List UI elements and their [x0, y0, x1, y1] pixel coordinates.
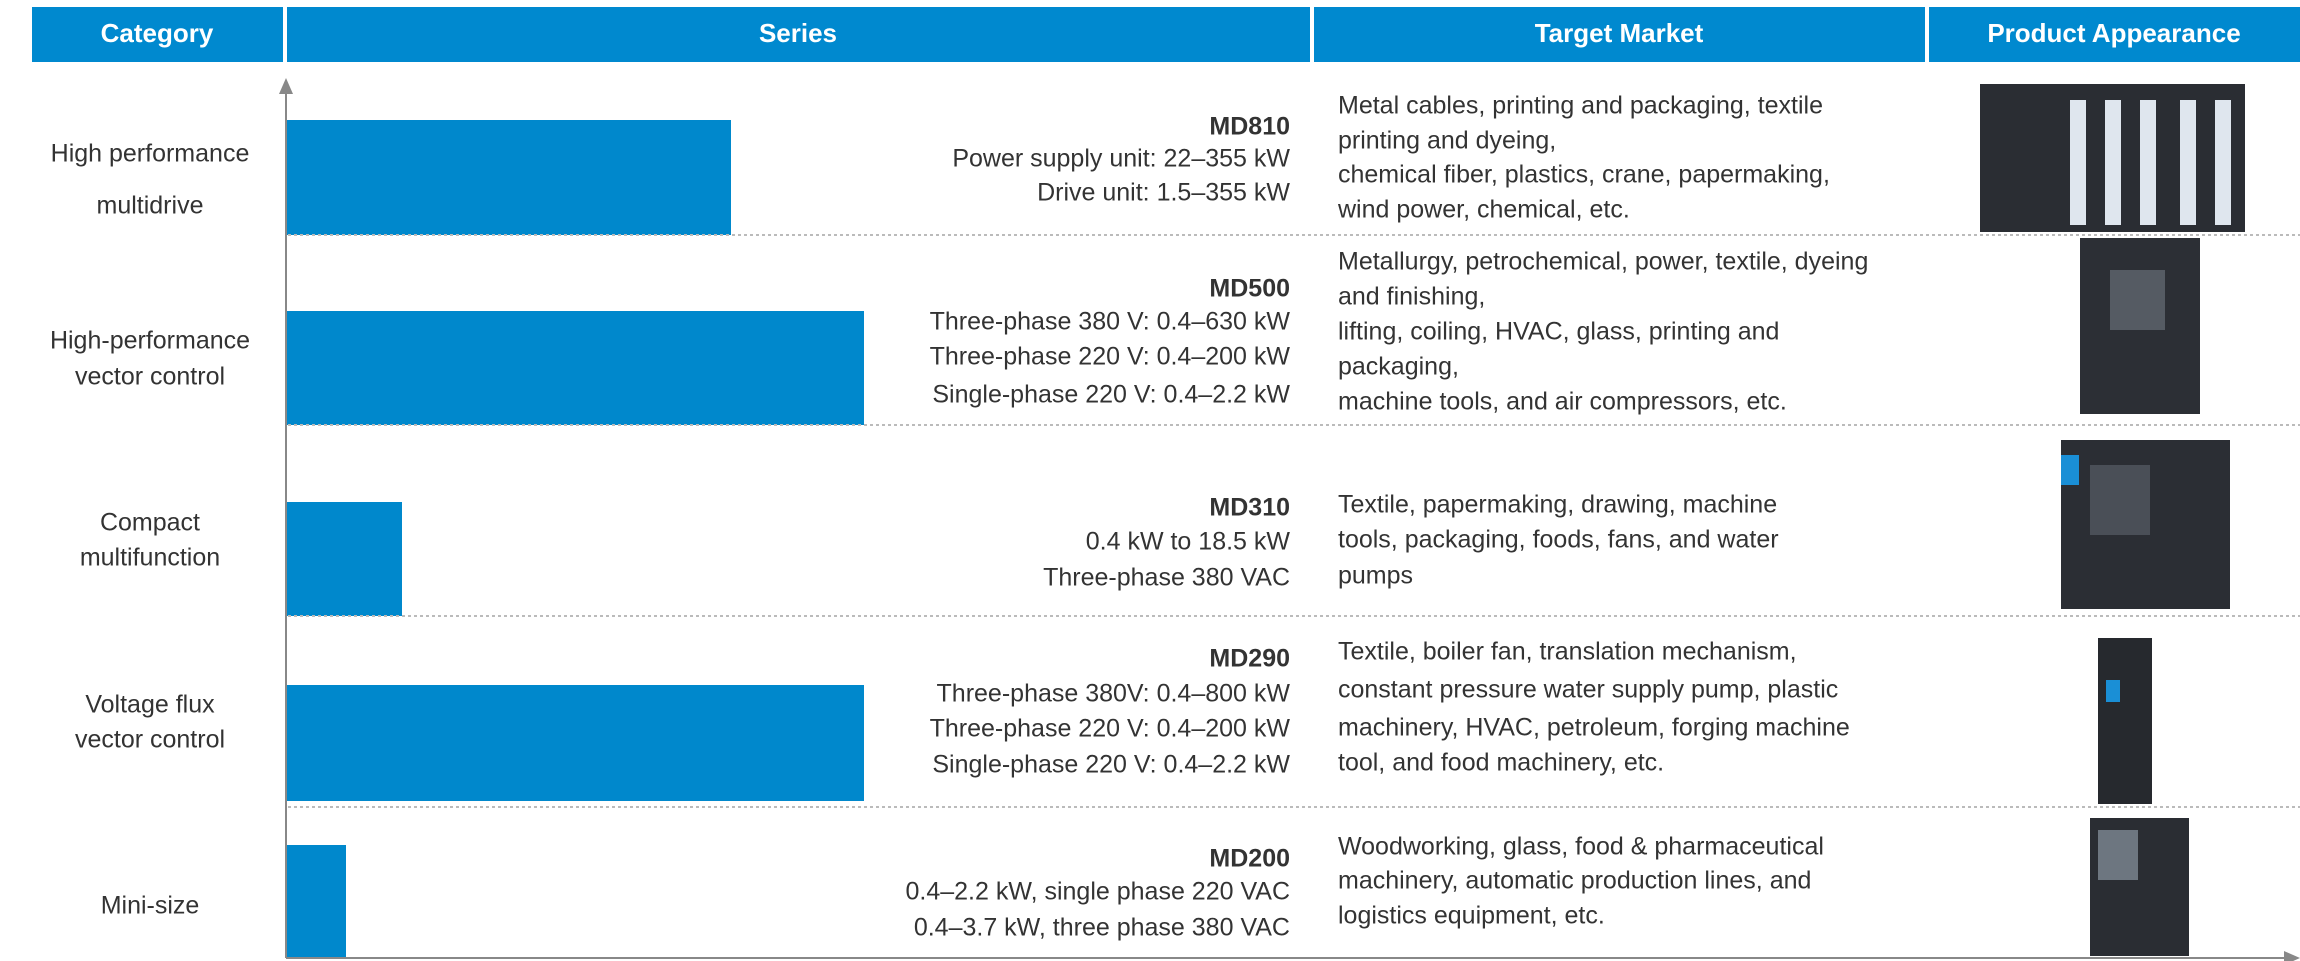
header-label: Category: [101, 18, 214, 48]
target-market: pumps: [1338, 562, 1413, 590]
target-market: tools, packaging, foods, fans, and water: [1338, 526, 1779, 554]
product-image: [2061, 440, 2230, 609]
category-label: Compact: [100, 509, 200, 537]
target-market: printing and dyeing,: [1338, 127, 1556, 155]
category-label: multidrive: [97, 192, 204, 220]
series-name: MD200: [1209, 845, 1290, 873]
product-image: [1980, 84, 2245, 232]
product-image: [2080, 238, 2200, 414]
series-name: MD500: [1209, 275, 1290, 303]
target-market: machine tools, and air compressors, etc.: [1338, 388, 1787, 416]
range-bar: [286, 502, 402, 616]
series-name: MD810: [1209, 113, 1290, 141]
target-market: Textile, papermaking, drawing, machine: [1338, 491, 1777, 519]
page: Category Series Target Market Product Appea…: [0, 0, 2300, 961]
target-market: wind power, chemical, etc.: [1337, 196, 1630, 224]
bars: [286, 120, 864, 958]
category-label: High-performance: [50, 327, 250, 355]
series-name: MD290: [1209, 645, 1290, 673]
header: [32, 7, 2300, 62]
target-market: machinery, HVAC, petroleum, forging mach…: [1338, 714, 1850, 742]
series-spec: Drive unit: 1.5–355 kW: [1037, 179, 1290, 207]
series-spec: Three-phase 380 V: 0.4–630 kW: [930, 308, 1291, 336]
category-label: multifunction: [80, 544, 220, 572]
target-market: tool, and food machinery, etc.: [1338, 749, 1664, 777]
range-bar: [286, 311, 864, 425]
series-spec: Single-phase 220 V: 0.4–2.2 kW: [932, 751, 1290, 779]
target-market: Textile, boiler fan, translation mechani…: [1338, 638, 1797, 666]
target-market: machinery, automatic production lines, a…: [1338, 867, 1811, 895]
category-label: High performance: [51, 140, 250, 168]
target-market: Metal cables, printing and packaging, te…: [1338, 92, 1823, 120]
header-label: Product Appearance: [1987, 18, 2240, 48]
series-spec: Single-phase 220 V: 0.4–2.2 kW: [932, 381, 1290, 409]
series-name: MD310: [1209, 494, 1290, 522]
series-spec: Power supply unit: 22–355 kW: [952, 145, 1290, 173]
header-label: Target Market: [1535, 18, 1704, 48]
series-spec: Three-phase 380 VAC: [1043, 564, 1290, 592]
series-spec: 0.4 kW to 18.5 kW: [1086, 528, 1291, 556]
category-label: Mini-size: [101, 892, 200, 920]
table: Category Series Target Market Product Appea…: [0, 0, 2300, 961]
series-spec: 0.4–2.2 kW, single phase 220 VAC: [906, 878, 1291, 906]
target-market: and finishing,: [1338, 283, 1485, 311]
target-market: Metallurgy, petrochemical, power, textil…: [1338, 248, 1868, 276]
axis-arrow: [279, 78, 293, 94]
target-market: chemical fiber, plastics, crane, paperma…: [1338, 161, 1830, 189]
range-bar: [286, 120, 731, 235]
target-market: Woodworking, glass, food & pharmaceutica…: [1338, 833, 1824, 861]
axis-arrow: [2284, 951, 2300, 961]
category-label: vector control: [75, 363, 225, 391]
range-bar: [286, 845, 346, 958]
category-label: Voltage flux: [85, 691, 215, 719]
series-spec: Three-phase 220 V: 0.4–200 kW: [930, 715, 1291, 743]
category-label: vector control: [75, 726, 225, 754]
header-label: Series: [759, 18, 837, 48]
product-image: [2090, 818, 2189, 956]
target-market: packaging,: [1338, 353, 1459, 381]
series-spec: Three-phase 380V: 0.4–800 kW: [937, 680, 1291, 708]
product-images: [1980, 84, 2245, 956]
product-image: [2098, 638, 2152, 804]
series-spec: 0.4–3.7 kW, three phase 380 VAC: [914, 914, 1290, 942]
target-market: constant pressure water supply pump, pla…: [1338, 676, 1838, 704]
target-market: lifting, coiling, HVAC, glass, printing …: [1338, 318, 1779, 346]
target-market: logistics equipment, etc.: [1338, 902, 1605, 930]
series-spec: Three-phase 220 V: 0.4–200 kW: [930, 343, 1291, 371]
range-bar: [286, 685, 864, 801]
